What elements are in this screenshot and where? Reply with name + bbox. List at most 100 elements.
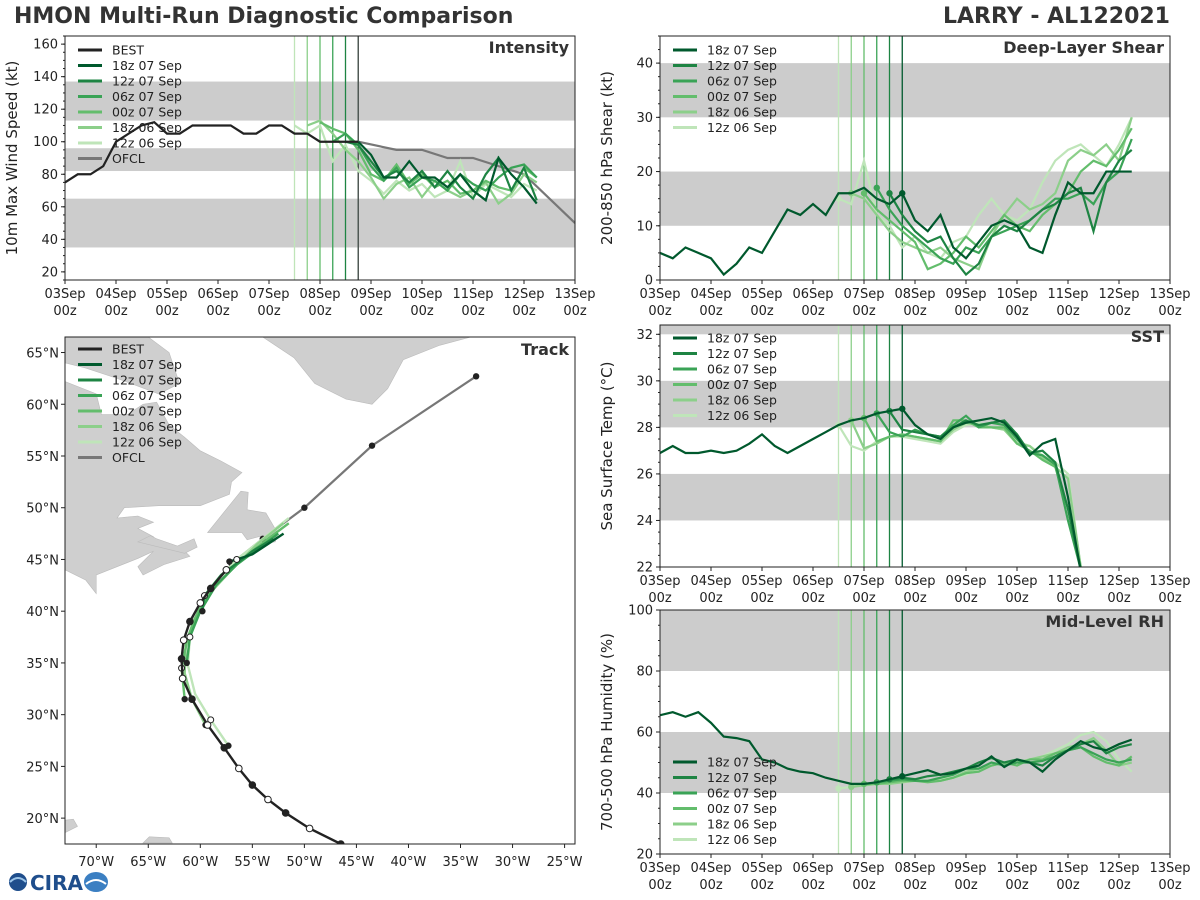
sst-title: SST <box>1131 327 1164 346</box>
sst-xtick-hour-9: 00z <box>1107 591 1131 606</box>
intensity-run-line-2 <box>332 132 538 193</box>
track-ytick-label-2: 30°N <box>26 709 59 724</box>
intensity-xtick-day-8: 11Sep <box>452 287 493 302</box>
shear-ylabel: 200-850 hPa Shear (kt) <box>598 71 616 245</box>
sst-ytick-label-1: 24 <box>636 514 653 529</box>
track-xtick-label-5: 45°W <box>338 855 374 870</box>
rh-ytick-label-3: 80 <box>636 665 653 680</box>
shear-xtick-hour-7: 00z <box>1005 304 1029 319</box>
rh-xtick-day-7: 10Sep <box>996 861 1037 876</box>
intensity-ofcl-line <box>358 140 575 224</box>
shear-xtick-day-5: 08Sep <box>894 287 935 302</box>
shear-run-line-0 <box>901 170 1132 260</box>
shear-xtick-day-4: 07Sep <box>843 287 884 302</box>
rh-run-line-1 <box>889 739 1133 781</box>
legend-label-2: 06z 07 Sep <box>707 74 777 89</box>
sst-xtick-day-9: 12Sep <box>1098 574 1139 589</box>
legend-label-4: 18z 06 Sep <box>707 105 777 120</box>
rh-run-init-point-5 <box>835 785 842 792</box>
shear-xtick-day-2: 05Sep <box>741 287 782 302</box>
shear-run-line-5 <box>838 116 1133 260</box>
rh-xtick-hour-5: 00z <box>903 878 927 893</box>
sst-xtick-hour-0: 00z <box>648 591 672 606</box>
intensity-plot-area <box>65 36 575 280</box>
track-best-point-4 <box>248 781 257 789</box>
sst-band-1 <box>660 380 1170 428</box>
track-xtick-label-2: 60°W <box>182 855 218 870</box>
legend-label-7: OFCL <box>112 450 145 465</box>
track-xtick-label-7: 35°W <box>443 855 479 870</box>
intensity-ytick-label-3: 80 <box>41 168 58 183</box>
legend-label-2: 12z 07 Sep <box>112 74 182 89</box>
legend-label-4: 00z 07 Sep <box>112 404 182 419</box>
track-run-start-point-2 <box>183 659 190 667</box>
rh-xtick-hour-9: 00z <box>1107 878 1131 893</box>
shear-xtick-day-1: 04Sep <box>690 287 731 302</box>
sst-xtick-hour-6: 00z <box>954 591 978 606</box>
rh-xtick-day-9: 12Sep <box>1098 861 1139 876</box>
track-run-start-point-3 <box>181 695 188 703</box>
intensity-xtick-day-4: 07Sep <box>248 287 289 302</box>
sst-xtick-hour-10: 00z <box>1158 591 1182 606</box>
legend-label-5: 18z 06 Sep <box>112 120 182 135</box>
shear-ytick-label-3: 30 <box>636 111 653 126</box>
intensity-run-line-1 <box>345 140 538 201</box>
track-best-line <box>180 569 342 844</box>
cira-logo-text: CIRA <box>30 871 84 895</box>
track-best-point-2 <box>281 809 290 817</box>
sst-ytick-label-4: 30 <box>636 374 653 389</box>
intensity-ytick-label-2: 60 <box>41 200 58 215</box>
sst-xtick-hour-8: 00z <box>1056 591 1080 606</box>
intensity-panel: 20 40 60 80 100 120 140 160 03Sep 00z 04Sep 00z 05Se… <box>3 35 596 319</box>
rh-title: Mid-Level RH <box>1045 612 1164 631</box>
sst-xtick-day-5: 08Sep <box>894 574 935 589</box>
sst-xtick-hour-5: 00z <box>903 591 927 606</box>
north-america-land <box>65 337 243 595</box>
shear-run-init-point-1 <box>886 190 893 197</box>
track-ytick-label-3: 35°N <box>26 657 59 672</box>
legend-label-0: 18z 07 Sep <box>707 331 777 346</box>
intensity-xtick-day-0: 03Sep <box>44 287 85 302</box>
intensity-xtick-hour-9: 00z <box>512 304 536 319</box>
track-ofcl-point-4 <box>472 373 480 380</box>
intensity-xtick-day-6: 09Sep <box>350 287 391 302</box>
legend-label-0: BEST <box>112 342 144 357</box>
rh-xtick-day-10: 13Sep <box>1149 861 1190 876</box>
track-best-point-7 <box>203 721 212 729</box>
shear-ytick-label-0: 0 <box>645 274 653 289</box>
legend-label-6: 12z 06 Sep <box>112 435 182 450</box>
sst-run-line-0 <box>901 408 1082 567</box>
track-frame <box>64 336 576 845</box>
legend-label-0: 18z 07 Sep <box>707 43 777 58</box>
intensity-xtick-day-1: 04Sep <box>95 287 136 302</box>
maritime-islands-land <box>136 535 198 554</box>
legend-label-5: 12z 06 Sep <box>707 832 777 847</box>
track-ytick-label-1: 25°N <box>26 760 59 775</box>
track-ytick-label-8: 60°N <box>26 398 59 413</box>
sst-xtick-hour-1: 00z <box>699 591 723 606</box>
sst-xtick-day-6: 09Sep <box>945 574 986 589</box>
intensity-ytick-label-6: 140 <box>33 70 58 85</box>
shear-xtick-hour-1: 00z <box>699 304 723 319</box>
legend-label-1: 18z 07 Sep <box>112 58 182 73</box>
intensity-xtick-hour-3: 00z <box>206 304 230 319</box>
intensity-xtick-hour-7: 00z <box>410 304 434 319</box>
shear-run-line-2 <box>875 138 1133 266</box>
rh-xtick-day-2: 05Sep <box>741 861 782 876</box>
track-xtick-label-4: 50°W <box>286 855 322 870</box>
legend-label-5: 18z 06 Sep <box>112 419 182 434</box>
rh-xtick-day-6: 09Sep <box>945 861 986 876</box>
track-run-start-point-0 <box>226 558 233 565</box>
legend-label-6: 12z 06 Sep <box>112 136 182 151</box>
sst-xtick-day-4: 07Sep <box>843 574 884 589</box>
track-title: Track <box>521 340 569 359</box>
shear-xtick-day-10: 13Sep <box>1149 287 1190 302</box>
rh-xtick-day-3: 06Sep <box>792 861 833 876</box>
shear-best-line <box>660 186 903 277</box>
legend-label-3: 00z 07 Sep <box>707 801 777 816</box>
cira-globe-icon <box>9 873 27 891</box>
rh-ytick-label-2: 60 <box>636 726 653 741</box>
